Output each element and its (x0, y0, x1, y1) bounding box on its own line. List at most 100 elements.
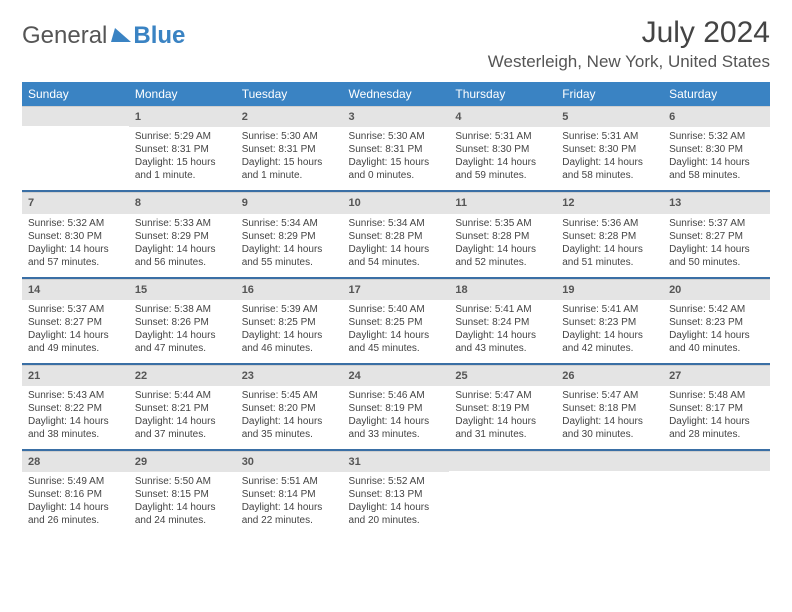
day-number: 21 (22, 365, 129, 386)
daylight-text: Daylight: 14 hours and 28 minutes. (669, 415, 764, 441)
day-number-empty (663, 451, 770, 471)
sunrise-text: Sunrise: 5:47 AM (562, 389, 657, 402)
sunrise-text: Sunrise: 5:44 AM (135, 389, 230, 402)
day-cell: 14Sunrise: 5:37 AMSunset: 8:27 PMDayligh… (22, 279, 129, 364)
sunset-text: Sunset: 8:28 PM (562, 230, 657, 243)
day-number: 18 (449, 279, 556, 300)
day-body: Sunrise: 5:41 AMSunset: 8:24 PMDaylight:… (449, 300, 556, 363)
day-body: Sunrise: 5:44 AMSunset: 8:21 PMDaylight:… (129, 386, 236, 449)
day-header: Tuesday (236, 82, 343, 106)
sunset-text: Sunset: 8:25 PM (242, 316, 337, 329)
day-body: Sunrise: 5:50 AMSunset: 8:15 PMDaylight:… (129, 472, 236, 535)
day-cell: 21Sunrise: 5:43 AMSunset: 8:22 PMDayligh… (22, 365, 129, 450)
day-number: 5 (556, 106, 663, 127)
day-cell: 4Sunrise: 5:31 AMSunset: 8:30 PMDaylight… (449, 106, 556, 191)
day-number: 19 (556, 279, 663, 300)
sunset-text: Sunset: 8:27 PM (28, 316, 123, 329)
title-block: July 2024 Westerleigh, New York, United … (488, 16, 770, 72)
day-cell: 19Sunrise: 5:41 AMSunset: 8:23 PMDayligh… (556, 279, 663, 364)
week-number-row: 28Sunrise: 5:49 AMSunset: 8:16 PMDayligh… (22, 451, 770, 535)
daylight-text: Daylight: 14 hours and 22 minutes. (242, 501, 337, 527)
sunrise-text: Sunrise: 5:31 AM (455, 130, 550, 143)
sunrise-text: Sunrise: 5:30 AM (242, 130, 337, 143)
daylight-text: Daylight: 14 hours and 33 minutes. (349, 415, 444, 441)
sunrise-text: Sunrise: 5:40 AM (349, 303, 444, 316)
day-body (449, 471, 556, 482)
day-cell: 28Sunrise: 5:49 AMSunset: 8:16 PMDayligh… (22, 451, 129, 535)
day-body: Sunrise: 5:30 AMSunset: 8:31 PMDaylight:… (343, 127, 450, 190)
daylight-text: Daylight: 14 hours and 24 minutes. (135, 501, 230, 527)
day-number: 26 (556, 365, 663, 386)
daylight-text: Daylight: 14 hours and 30 minutes. (562, 415, 657, 441)
sunset-text: Sunset: 8:27 PM (669, 230, 764, 243)
logo: General Blue (22, 22, 185, 50)
sunrise-text: Sunrise: 5:51 AM (242, 475, 337, 488)
day-cell: 9Sunrise: 5:34 AMSunset: 8:29 PMDaylight… (236, 192, 343, 277)
day-cell (556, 451, 663, 535)
daylight-text: Daylight: 14 hours and 56 minutes. (135, 243, 230, 269)
location: Westerleigh, New York, United States (488, 52, 770, 72)
sunrise-text: Sunrise: 5:49 AM (28, 475, 123, 488)
day-body: Sunrise: 5:35 AMSunset: 8:28 PMDaylight:… (449, 214, 556, 277)
day-body: Sunrise: 5:34 AMSunset: 8:29 PMDaylight:… (236, 214, 343, 277)
day-number: 13 (663, 192, 770, 213)
day-number: 15 (129, 279, 236, 300)
sunrise-text: Sunrise: 5:41 AM (562, 303, 657, 316)
day-number: 25 (449, 365, 556, 386)
daylight-text: Daylight: 14 hours and 58 minutes. (562, 156, 657, 182)
day-header: Friday (556, 82, 663, 106)
day-cell: 27Sunrise: 5:48 AMSunset: 8:17 PMDayligh… (663, 365, 770, 450)
day-body: Sunrise: 5:47 AMSunset: 8:19 PMDaylight:… (449, 386, 556, 449)
day-number: 16 (236, 279, 343, 300)
daylight-text: Daylight: 14 hours and 50 minutes. (669, 243, 764, 269)
daylight-text: Daylight: 14 hours and 35 minutes. (242, 415, 337, 441)
day-number: 14 (22, 279, 129, 300)
sunset-text: Sunset: 8:29 PM (135, 230, 230, 243)
day-cell: 6Sunrise: 5:32 AMSunset: 8:30 PMDaylight… (663, 106, 770, 191)
sunrise-text: Sunrise: 5:33 AM (135, 217, 230, 230)
day-body: Sunrise: 5:39 AMSunset: 8:25 PMDaylight:… (236, 300, 343, 363)
day-number: 9 (236, 192, 343, 213)
day-number: 3 (343, 106, 450, 127)
sunset-text: Sunset: 8:31 PM (349, 143, 444, 156)
day-number: 7 (22, 192, 129, 213)
day-cell: 16Sunrise: 5:39 AMSunset: 8:25 PMDayligh… (236, 279, 343, 364)
daylight-text: Daylight: 14 hours and 52 minutes. (455, 243, 550, 269)
day-cell: 5Sunrise: 5:31 AMSunset: 8:30 PMDaylight… (556, 106, 663, 191)
day-cell: 22Sunrise: 5:44 AMSunset: 8:21 PMDayligh… (129, 365, 236, 450)
sunset-text: Sunset: 8:19 PM (455, 402, 550, 415)
daylight-text: Daylight: 14 hours and 59 minutes. (455, 156, 550, 182)
daylight-text: Daylight: 14 hours and 49 minutes. (28, 329, 123, 355)
sunrise-text: Sunrise: 5:39 AM (242, 303, 337, 316)
day-body: Sunrise: 5:31 AMSunset: 8:30 PMDaylight:… (449, 127, 556, 190)
calendar-table: Sunday Monday Tuesday Wednesday Thursday… (22, 82, 770, 535)
day-body: Sunrise: 5:43 AMSunset: 8:22 PMDaylight:… (22, 386, 129, 449)
day-cell: 11Sunrise: 5:35 AMSunset: 8:28 PMDayligh… (449, 192, 556, 277)
day-body: Sunrise: 5:51 AMSunset: 8:14 PMDaylight:… (236, 472, 343, 535)
day-body: Sunrise: 5:38 AMSunset: 8:26 PMDaylight:… (129, 300, 236, 363)
day-body: Sunrise: 5:49 AMSunset: 8:16 PMDaylight:… (22, 472, 129, 535)
day-number: 2 (236, 106, 343, 127)
day-number: 30 (236, 451, 343, 472)
sunset-text: Sunset: 8:17 PM (669, 402, 764, 415)
daylight-text: Daylight: 14 hours and 51 minutes. (562, 243, 657, 269)
day-cell: 29Sunrise: 5:50 AMSunset: 8:15 PMDayligh… (129, 451, 236, 535)
day-number-empty (22, 106, 129, 126)
day-body: Sunrise: 5:46 AMSunset: 8:19 PMDaylight:… (343, 386, 450, 449)
day-cell: 26Sunrise: 5:47 AMSunset: 8:18 PMDayligh… (556, 365, 663, 450)
day-cell: 13Sunrise: 5:37 AMSunset: 8:27 PMDayligh… (663, 192, 770, 277)
day-cell: 1Sunrise: 5:29 AMSunset: 8:31 PMDaylight… (129, 106, 236, 191)
day-body (556, 471, 663, 482)
daylight-text: Daylight: 14 hours and 55 minutes. (242, 243, 337, 269)
header: General Blue July 2024 Westerleigh, New … (22, 16, 770, 72)
sunrise-text: Sunrise: 5:41 AM (455, 303, 550, 316)
day-body: Sunrise: 5:36 AMSunset: 8:28 PMDaylight:… (556, 214, 663, 277)
day-body: Sunrise: 5:34 AMSunset: 8:28 PMDaylight:… (343, 214, 450, 277)
day-body (663, 471, 770, 482)
daylight-text: Daylight: 14 hours and 20 minutes. (349, 501, 444, 527)
day-body: Sunrise: 5:47 AMSunset: 8:18 PMDaylight:… (556, 386, 663, 449)
day-body: Sunrise: 5:52 AMSunset: 8:13 PMDaylight:… (343, 472, 450, 535)
day-body: Sunrise: 5:40 AMSunset: 8:25 PMDaylight:… (343, 300, 450, 363)
sunset-text: Sunset: 8:25 PM (349, 316, 444, 329)
sunset-text: Sunset: 8:26 PM (135, 316, 230, 329)
